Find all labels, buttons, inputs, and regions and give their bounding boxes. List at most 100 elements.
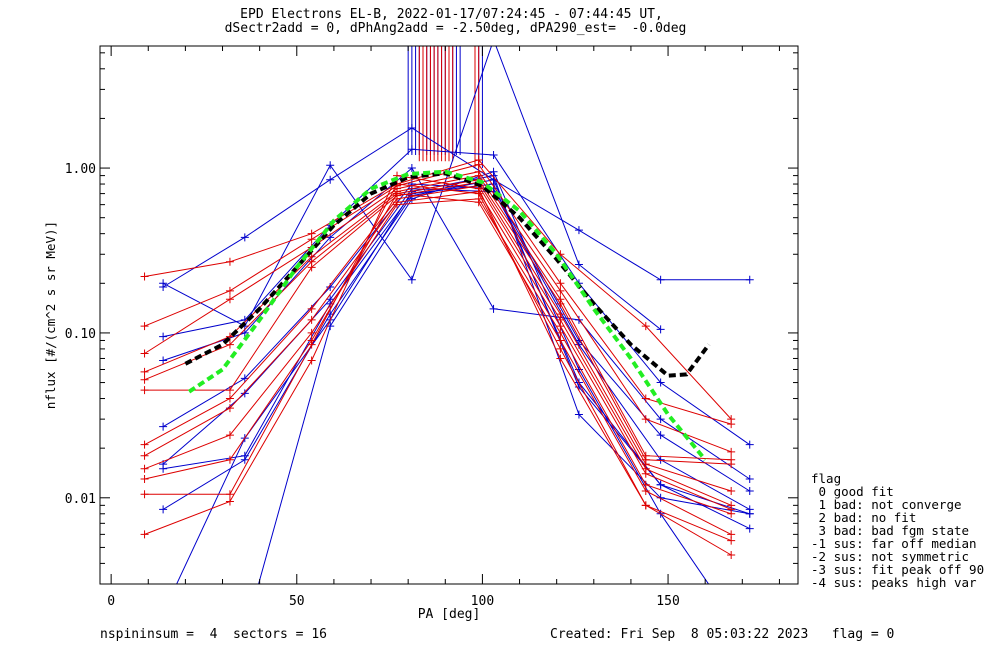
legend-item-0: 0 good fit — [811, 484, 894, 499]
chart-title-line1: EPD Electrons EL-B, 2022-01-17/07:24:45 … — [240, 7, 663, 22]
data-point-red-15-7 — [727, 486, 736, 495]
data-point-red-18-1 — [225, 431, 234, 440]
data-point-red-20-5 — [556, 344, 565, 353]
data-point-red-14-7 — [727, 460, 736, 469]
data-point-red-17-1 — [225, 404, 234, 413]
data-point-blue-1-4 — [490, 36, 498, 44]
series-lines-group — [140, 36, 754, 617]
series-line-red-19 — [144, 193, 732, 535]
data-point-blue-6-0 — [159, 464, 168, 473]
data-point-red-19-1 — [225, 455, 234, 464]
legend-item-5: -2 sus: not symmetric — [811, 549, 970, 564]
data-point-red-18-7 — [727, 509, 736, 518]
data-point-red-17-6 — [641, 469, 650, 478]
footer-left: nspininsum = 4 sectors = 16 — [100, 627, 327, 642]
data-point-red-14-0 — [140, 375, 149, 384]
data-point-blue-7-1 — [240, 455, 249, 464]
data-point-red-11-4 — [474, 160, 483, 169]
data-point-blue-2-3 — [407, 145, 416, 154]
data-point-blue-0-1 — [240, 233, 249, 242]
data-point-red-21-5 — [556, 354, 565, 363]
axes-group: 0 50 100 150 0.01 0.10 1.00 — [65, 46, 798, 609]
data-point-blue-8-5 — [574, 410, 583, 419]
data-point-red-15-0 — [140, 386, 149, 395]
x-tick-label-2: 100 — [471, 594, 494, 609]
data-point-red-11-7 — [727, 420, 736, 429]
series-line-red-14 — [144, 179, 732, 465]
data-point-blue-8-0 — [159, 609, 167, 617]
data-point-red-11-0 — [140, 322, 149, 331]
data-point-blue-2-4 — [489, 151, 498, 160]
data-point-red-19-4 — [474, 198, 483, 207]
data-point-red-19-0 — [140, 475, 149, 484]
series-line-red-16 — [144, 185, 732, 506]
data-point-blue-9-6 — [720, 602, 728, 610]
data-point-blue-4-7 — [745, 486, 754, 495]
data-point-blue-1-3 — [407, 275, 416, 284]
data-point-blue-1-5 — [574, 260, 583, 269]
data-point-blue-7-0 — [159, 505, 168, 514]
legend-item-6: -3 sus: fit peak off 90 — [811, 562, 985, 577]
data-point-blue-3-6 — [656, 415, 665, 424]
series-line-blue-7 — [162, 179, 750, 530]
data-point-blue-3-5 — [574, 315, 583, 324]
data-point-blue-0-7 — [745, 275, 754, 284]
data-point-red-17-0 — [140, 451, 149, 460]
footer-right: Created: Fri Sep 8 05:03:22 2023 flag = … — [550, 627, 895, 642]
series-line-red-13 — [144, 175, 732, 461]
legend-item-2: 2 bad: no fit — [811, 510, 917, 525]
data-point-red-11-2 — [307, 235, 316, 244]
series-line-blue-8 — [176, 175, 750, 584]
x-tick-label-1: 50 — [289, 594, 305, 609]
y-axis-label: nflux [#/(cm^2 s sr MeV)] — [43, 221, 58, 409]
data-point-blue-8-7 — [745, 509, 754, 518]
data-point-blue-8-6 — [656, 493, 665, 502]
data-point-blue-0-5 — [574, 226, 583, 235]
legend-item-7: -4 sus: peaks high var — [811, 575, 977, 590]
legend-items: 0 good fit 1 bad: not converge 2 bad: no… — [811, 485, 984, 589]
series-line-blue-0 — [162, 127, 750, 288]
data-point-blue-5-1 — [240, 389, 249, 398]
fit-curves-group — [184, 169, 711, 462]
y-tick-label-1: 0.10 — [65, 327, 96, 342]
data-point-red-11-6 — [641, 394, 650, 403]
data-point-red-14-5 — [556, 299, 565, 308]
legend-item-3: 3 bad: bad fgm state — [811, 523, 970, 538]
data-point-red-10-6 — [641, 322, 650, 331]
data-point-red-20-0 — [140, 490, 149, 499]
data-point-red-12-7 — [727, 447, 736, 456]
legend-item-1: 1 bad: not converge — [811, 497, 962, 512]
data-point-blue-0-3 — [407, 123, 416, 132]
series-line-red-18 — [144, 198, 732, 515]
data-point-red-19-3 — [393, 189, 402, 198]
data-point-red-15-1 — [225, 386, 234, 395]
data-point-blue-3-7 — [745, 475, 754, 484]
data-point-blue-4-1 — [240, 374, 249, 383]
data-point-red-10-1 — [225, 257, 234, 266]
y-tick-label-2: 1.00 — [65, 162, 96, 177]
series-line-blue-3 — [162, 167, 750, 480]
chart-title-line2: dSectr2add = 0, dPhAng2add = -2.50deg, d… — [224, 21, 687, 36]
series-line-blue-5 — [162, 188, 750, 510]
data-point-red-17-2 — [307, 315, 316, 324]
data-point-blue-2-7 — [745, 440, 754, 449]
data-point-blue-3-4 — [489, 304, 498, 313]
data-point-blue-2-6 — [656, 378, 665, 387]
data-point-red-12-5 — [556, 286, 565, 295]
data-point-blue-1-6 — [656, 325, 665, 334]
data-point-blue-4-0 — [159, 422, 168, 431]
data-point-blue-7-6 — [656, 480, 665, 489]
data-point-red-16-1 — [225, 394, 234, 403]
data-point-red-20-2 — [307, 340, 316, 349]
data-point-red-12-1 — [225, 295, 234, 304]
data-point-red-16-2 — [307, 304, 316, 313]
x-tick-label-0: 0 — [107, 594, 115, 609]
data-point-red-19-6 — [641, 486, 650, 495]
data-point-red-14-1 — [225, 340, 234, 349]
data-point-red-11-5 — [556, 279, 565, 288]
data-point-blue-0-6 — [656, 275, 665, 284]
data-point-red-21-2 — [307, 356, 316, 365]
series-line-blue-2 — [162, 148, 750, 446]
